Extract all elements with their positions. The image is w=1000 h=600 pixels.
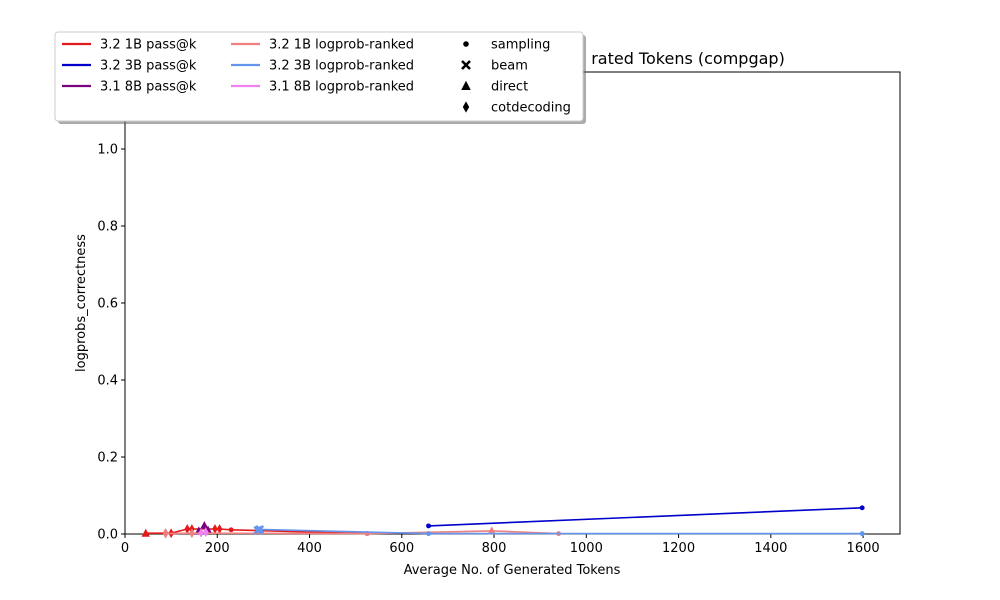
series-line [428,507,863,527]
legend-label: sampling [491,38,550,53]
y-tick-label: 0.0 [97,528,118,543]
data-point [162,528,169,539]
data-point [212,524,218,534]
series-5 [198,527,209,538]
legend: 3.2 1B pass@k 3.2 3B pass@k 3.1 8B pass@k 3… [54,31,586,124]
chart-title: rated Tokens (compgap) [591,49,785,68]
y-tick-label: 0.2 [97,451,118,466]
legend-label: 3.1 8B logprob-ranked [269,80,414,95]
data-point [216,524,223,534]
x-tick-label: 0 [121,541,129,556]
data-point [200,520,209,530]
legend-marker [463,41,469,47]
data-point [426,523,431,529]
series-4 [253,524,865,537]
legend-box [54,31,584,122]
data-point [255,524,265,534]
x-tick-label: 1000 [570,541,603,556]
legend-label: 3.1 8B pass@k [100,80,197,95]
series-1 [426,505,865,529]
legend-label: cotdecoding [491,101,571,116]
data-point [202,527,209,537]
legend-label: 3.2 1B pass@k [100,38,197,53]
legend-items: 3.2 1B pass@k 3.2 3B pass@k 3.1 8B pass@k 3… [62,38,571,116]
series-layer [141,505,865,539]
legend-marker [462,101,470,113]
legend-label: direct [491,80,528,95]
x-tick-label: 400 [297,541,322,556]
x-tick-label: 1200 [662,541,695,556]
data-point [184,524,191,534]
legend-label: 3.2 3B logprob-ranked [269,59,414,74]
data-point [859,505,865,511]
y-tick-label: 1.0 [97,143,118,158]
axis-ticks: 0 200 400 600 800 1000 1200 1400 1600 0.0 0.2 0.4 0.… [97,143,879,557]
legend-label: 3.2 3B pass@k [100,59,197,74]
x-tick-label: 1400 [754,541,787,556]
data-point [859,531,865,537]
data-point [487,526,496,535]
x-axis-label: Average No. of Generated Tokens [404,563,621,578]
data-point [198,527,204,538]
x-tick-label: 1600 [847,541,880,556]
y-tick-label: 0.4 [97,374,118,389]
x-tick-label: 800 [482,541,507,556]
legend-marker [461,80,471,90]
data-point [141,528,150,537]
legend-label: 3.2 1B logprob-ranked [269,38,414,53]
x-tick-label: 200 [205,541,230,556]
data-point [189,528,195,539]
y-tick-label: 0.8 [97,220,118,235]
x-tick-label: 600 [389,541,414,556]
y-tick-label: 0.6 [97,297,118,312]
legend-label: beam [491,59,528,74]
y-axis-label: logprobs_correctness [74,234,89,372]
data-point [228,527,234,533]
data-point [426,531,431,537]
legend-marker [461,60,471,70]
